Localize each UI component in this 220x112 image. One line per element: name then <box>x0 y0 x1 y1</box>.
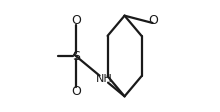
Text: NH: NH <box>96 74 112 84</box>
Text: O: O <box>71 14 81 27</box>
Text: S: S <box>72 50 80 62</box>
Text: O: O <box>149 14 159 27</box>
Text: O: O <box>71 85 81 98</box>
